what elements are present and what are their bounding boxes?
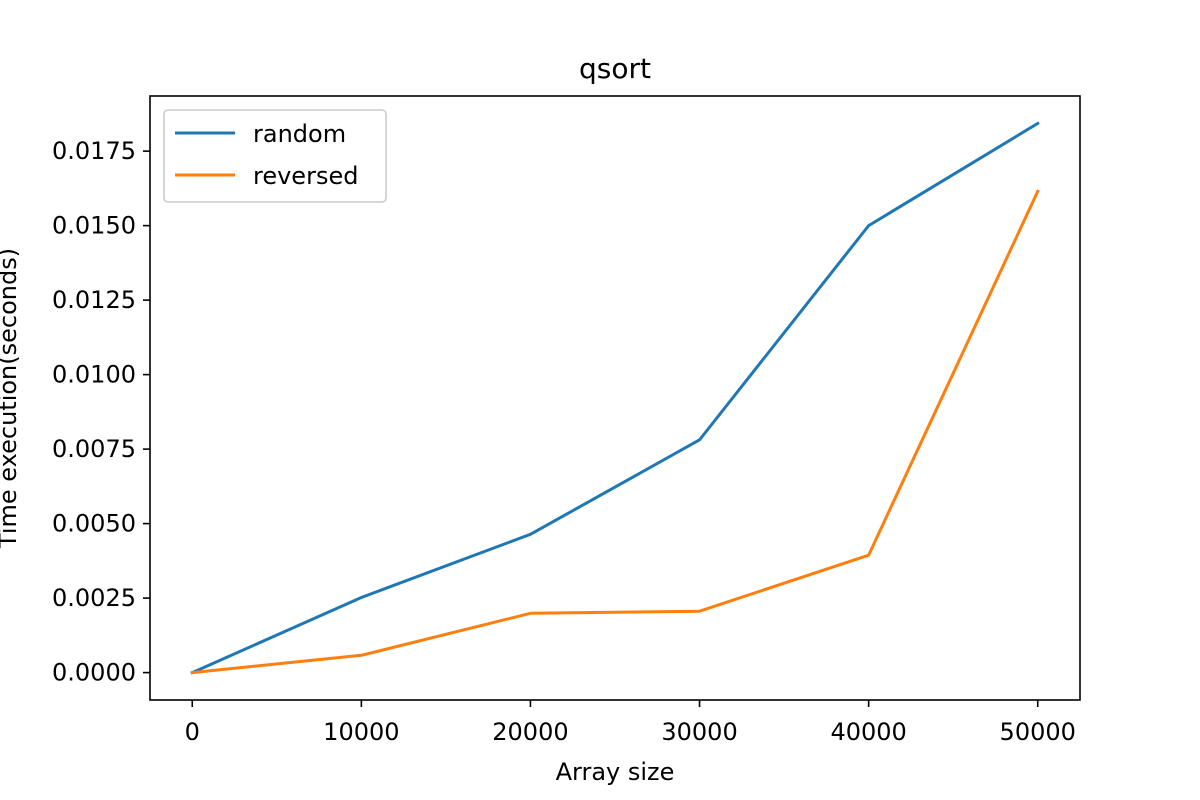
y-tick-label: 0.0050 (52, 510, 136, 538)
legend-label-random: random (253, 120, 346, 148)
legend: random reversed (163, 109, 387, 203)
y-tick-label: 0.0100 (52, 361, 136, 389)
series-line-random (190, 121, 1040, 675)
x-axis: 0 10000 20000 30000 40000 50000 (185, 700, 1076, 746)
x-tick-label: 50000 (1000, 718, 1076, 746)
series-line-reversed (190, 189, 1040, 675)
x-tick-label: 40000 (830, 718, 906, 746)
chart-title: qsort (579, 52, 651, 85)
x-tick-label: 10000 (323, 718, 399, 746)
series-layer (190, 121, 1040, 675)
legend-label-reversed: reversed (253, 162, 358, 190)
y-tick-label: 0.0075 (52, 435, 136, 463)
y-axis: 0.0000 0.0025 0.0050 0.0075 0.0100 0.0125 0.01… (52, 137, 150, 687)
y-tick-label: 0.0175 (52, 137, 136, 165)
y-tick-label: 0.0000 (52, 659, 136, 687)
x-tick-label: 0 (185, 718, 200, 746)
y-tick-label: 0.0125 (52, 286, 136, 314)
y-tick-label: 0.0150 (52, 212, 136, 240)
x-tick-label: 30000 (661, 718, 737, 746)
x-axis-label: Array size (556, 758, 675, 786)
y-tick-label: 0.0025 (52, 584, 136, 612)
x-tick-label: 20000 (492, 718, 568, 746)
plot-frame (149, 95, 1081, 701)
y-axis-label: Time execution(seconds) (0, 248, 22, 549)
